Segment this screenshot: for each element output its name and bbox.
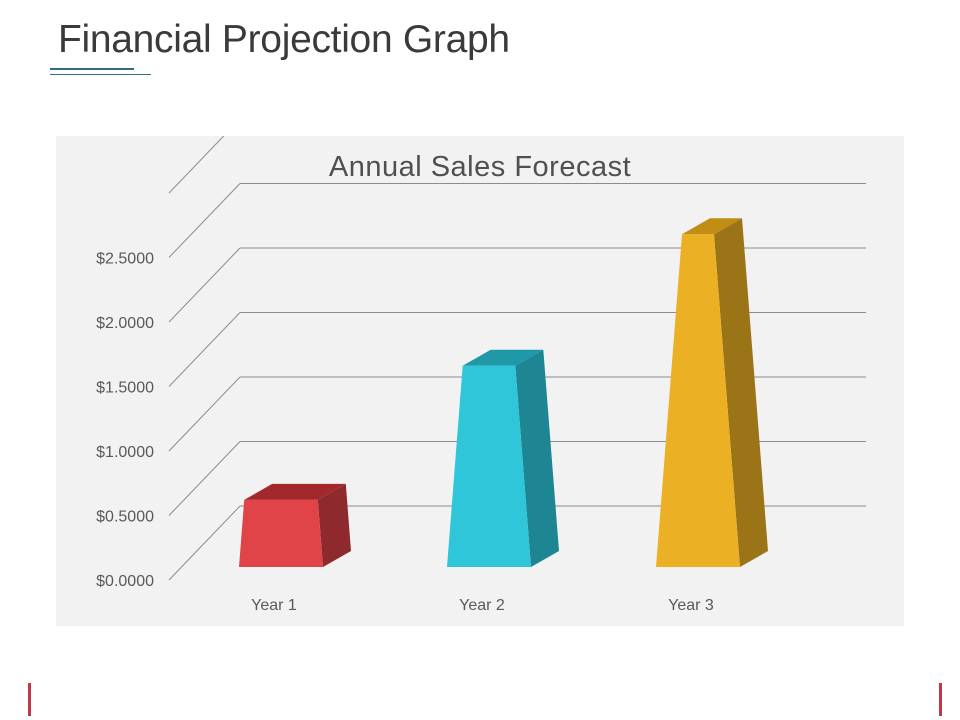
grid-diagonal <box>168 505 241 581</box>
grid-diagonal <box>168 247 241 323</box>
y-tick-label: $1.5000 <box>96 380 154 397</box>
y-tick-label: $2.0000 <box>96 315 154 332</box>
grid-diagonal <box>168 136 225 194</box>
bar-front <box>656 234 740 567</box>
y-tick-label: $2.5000 <box>96 251 154 268</box>
x-tick-label: Year 2 <box>459 597 505 614</box>
page-title: Financial Projection Graph <box>58 18 510 61</box>
grid-diagonal <box>168 183 241 258</box>
grid-diagonal <box>168 312 241 387</box>
bar-side <box>714 218 768 567</box>
bar <box>656 218 768 567</box>
chart-title: Annual Sales Forecast <box>329 151 631 183</box>
bar-top <box>244 483 346 500</box>
y-tick-label: $0.0000 <box>96 573 154 590</box>
title-underline-secondary <box>50 74 151 75</box>
chart-panel: Annual Sales Forecast $0.0000 $0.5000 $1.0… <box>56 136 904 626</box>
bar <box>447 349 559 567</box>
bar-top <box>682 218 742 235</box>
bar-side <box>515 349 559 567</box>
grid-diagonal <box>168 441 241 516</box>
bars <box>239 218 768 567</box>
bar-front <box>447 365 531 567</box>
title-underline <box>50 68 134 70</box>
x-tick-label: Year 1 <box>251 597 297 614</box>
x-tick-label: Year 3 <box>668 597 714 614</box>
bar-front <box>239 499 323 567</box>
bar-top <box>462 349 544 366</box>
corner-accent-left <box>28 683 31 716</box>
bar-side <box>317 483 351 567</box>
y-axis: $0.0000 $0.5000 $1.0000 $1.5000 $2.0000 $2.50… <box>96 251 154 591</box>
sales-forecast-chart: Annual Sales Forecast $0.0000 $0.5000 $1.0… <box>96 136 866 614</box>
grid-diagonal <box>168 376 241 452</box>
y-tick-label: $0.5000 <box>96 509 154 526</box>
corner-accent-right <box>939 683 942 716</box>
y-tick-label: $1.0000 <box>96 444 154 461</box>
bar <box>239 483 351 567</box>
x-axis: Year 1 Year 2 Year 3 <box>251 597 714 614</box>
